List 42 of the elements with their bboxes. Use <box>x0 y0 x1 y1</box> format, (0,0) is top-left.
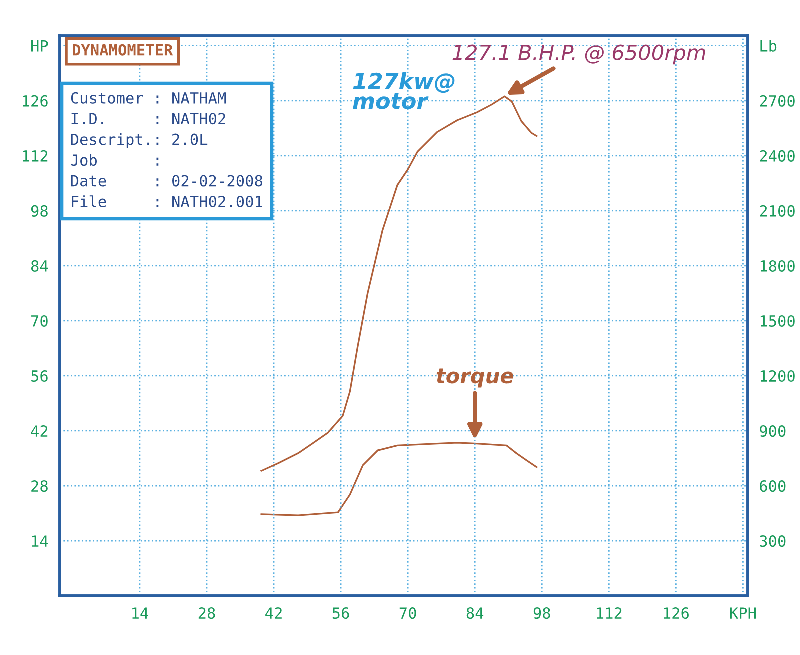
y-tick-label: 56 <box>32 370 48 382</box>
y2-tick-label: 2700 <box>760 95 795 107</box>
x-tick-label: KPH <box>730 608 756 619</box>
y-tick-label: 70 <box>32 315 48 328</box>
x-tick-label: 70 <box>400 608 416 620</box>
line-series <box>260 442 538 516</box>
y2-tick-label: 900 <box>760 426 786 438</box>
x-tick-label: 28 <box>198 608 216 620</box>
x-tick-label: 84 <box>466 608 484 620</box>
y-tick-label: 84 <box>31 260 48 272</box>
y2-tick-label: 1200 <box>760 370 795 382</box>
annotation: 127.1 B.H.P. @ 6500rpm <box>452 44 706 65</box>
annotation: torque <box>436 368 514 388</box>
y-tick-label: 42 <box>31 425 48 437</box>
y-tick-label: HP <box>32 40 48 52</box>
y-tick-label: 14 <box>32 536 48 547</box>
y2-tick-label: 1500 <box>760 315 795 328</box>
annotation: 127kw@ motor <box>353 72 455 110</box>
line-series <box>260 96 538 472</box>
y-tick-label: 28 <box>32 480 48 492</box>
x-tick-label: 112 <box>597 608 622 619</box>
x-tick-label: 126 <box>664 608 689 620</box>
y2-tick-label: 600 <box>760 480 786 492</box>
y2-tick-label: 1800 <box>760 260 795 272</box>
y2-tick-label: 300 <box>760 536 786 548</box>
annotation: File : NATH02.001 <box>72 196 262 208</box>
annotation: I.D. : NATH02 <box>72 113 226 125</box>
annotation: Customer : NATHAM <box>71 92 226 104</box>
y-tick-label: 112 <box>23 150 48 162</box>
x-tick-label: 14 <box>132 608 148 619</box>
y2-tick-label: 2100 <box>760 205 795 217</box>
y-tick-label: 98 <box>31 205 48 217</box>
annotation: Descript.: 2.0L <box>71 134 208 148</box>
chart-title: DYNAMOMETER <box>73 44 174 56</box>
y2-tick-label: 2400 <box>760 150 795 162</box>
x-tick-label: 56 <box>332 608 350 620</box>
y-tick-label: 126 <box>23 95 48 107</box>
annotation: Date : 02-02-2008 <box>71 175 262 187</box>
annotation: Job : <box>71 154 159 166</box>
x-tick-label: 42 <box>266 608 282 619</box>
y2-tick-label: Lb <box>760 40 777 52</box>
x-tick-label: 98 <box>534 608 550 620</box>
